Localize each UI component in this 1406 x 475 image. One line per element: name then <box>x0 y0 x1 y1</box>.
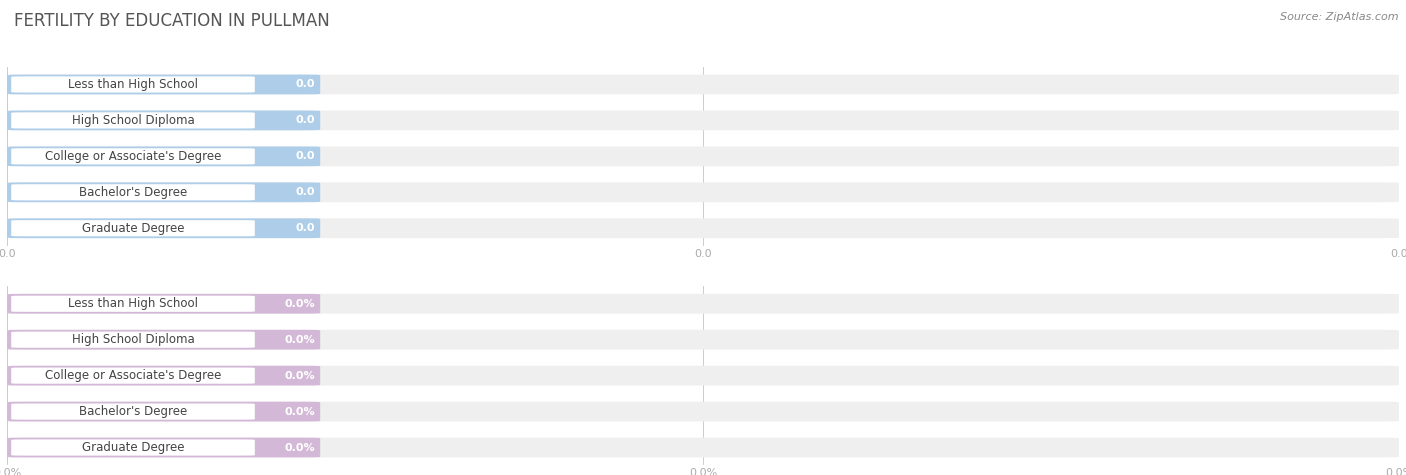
Text: Graduate Degree: Graduate Degree <box>82 222 184 235</box>
FancyBboxPatch shape <box>7 437 1399 457</box>
FancyBboxPatch shape <box>11 295 254 312</box>
FancyBboxPatch shape <box>7 75 321 95</box>
FancyBboxPatch shape <box>7 437 321 457</box>
Text: 0.0%: 0.0% <box>284 299 315 309</box>
FancyBboxPatch shape <box>7 330 321 350</box>
FancyBboxPatch shape <box>7 111 321 130</box>
FancyBboxPatch shape <box>11 112 254 129</box>
Text: Graduate Degree: Graduate Degree <box>82 441 184 454</box>
FancyBboxPatch shape <box>11 439 254 456</box>
FancyBboxPatch shape <box>7 218 321 238</box>
Text: 0.0%: 0.0% <box>284 443 315 453</box>
Text: 0.0: 0.0 <box>295 115 315 125</box>
Text: FERTILITY BY EDUCATION IN PULLMAN: FERTILITY BY EDUCATION IN PULLMAN <box>14 12 330 30</box>
Text: College or Associate's Degree: College or Associate's Degree <box>45 369 221 382</box>
FancyBboxPatch shape <box>7 218 1399 238</box>
FancyBboxPatch shape <box>7 146 321 166</box>
FancyBboxPatch shape <box>11 368 254 384</box>
FancyBboxPatch shape <box>7 294 1399 314</box>
FancyBboxPatch shape <box>11 76 254 93</box>
FancyBboxPatch shape <box>11 403 254 420</box>
FancyBboxPatch shape <box>7 75 1399 95</box>
Text: Source: ZipAtlas.com: Source: ZipAtlas.com <box>1281 12 1399 22</box>
Text: Less than High School: Less than High School <box>67 297 198 310</box>
FancyBboxPatch shape <box>11 332 254 348</box>
Text: 0.0: 0.0 <box>295 223 315 233</box>
FancyBboxPatch shape <box>11 148 254 164</box>
Text: Bachelor's Degree: Bachelor's Degree <box>79 405 187 418</box>
Text: High School Diploma: High School Diploma <box>72 333 194 346</box>
FancyBboxPatch shape <box>7 366 321 386</box>
FancyBboxPatch shape <box>7 182 1399 202</box>
FancyBboxPatch shape <box>7 366 1399 386</box>
Text: 0.0: 0.0 <box>295 187 315 197</box>
FancyBboxPatch shape <box>7 182 321 202</box>
Text: 0.0: 0.0 <box>295 79 315 89</box>
FancyBboxPatch shape <box>7 294 321 314</box>
Text: High School Diploma: High School Diploma <box>72 114 194 127</box>
Text: College or Associate's Degree: College or Associate's Degree <box>45 150 221 163</box>
FancyBboxPatch shape <box>7 111 1399 130</box>
FancyBboxPatch shape <box>7 402 321 421</box>
Text: 0.0%: 0.0% <box>284 370 315 380</box>
FancyBboxPatch shape <box>7 330 1399 350</box>
Text: 0.0%: 0.0% <box>284 335 315 345</box>
FancyBboxPatch shape <box>7 146 1399 166</box>
Text: Bachelor's Degree: Bachelor's Degree <box>79 186 187 199</box>
FancyBboxPatch shape <box>11 220 254 237</box>
Text: Less than High School: Less than High School <box>67 78 198 91</box>
Text: 0.0: 0.0 <box>295 152 315 162</box>
Text: 0.0%: 0.0% <box>284 407 315 417</box>
FancyBboxPatch shape <box>11 184 254 200</box>
FancyBboxPatch shape <box>7 402 1399 421</box>
